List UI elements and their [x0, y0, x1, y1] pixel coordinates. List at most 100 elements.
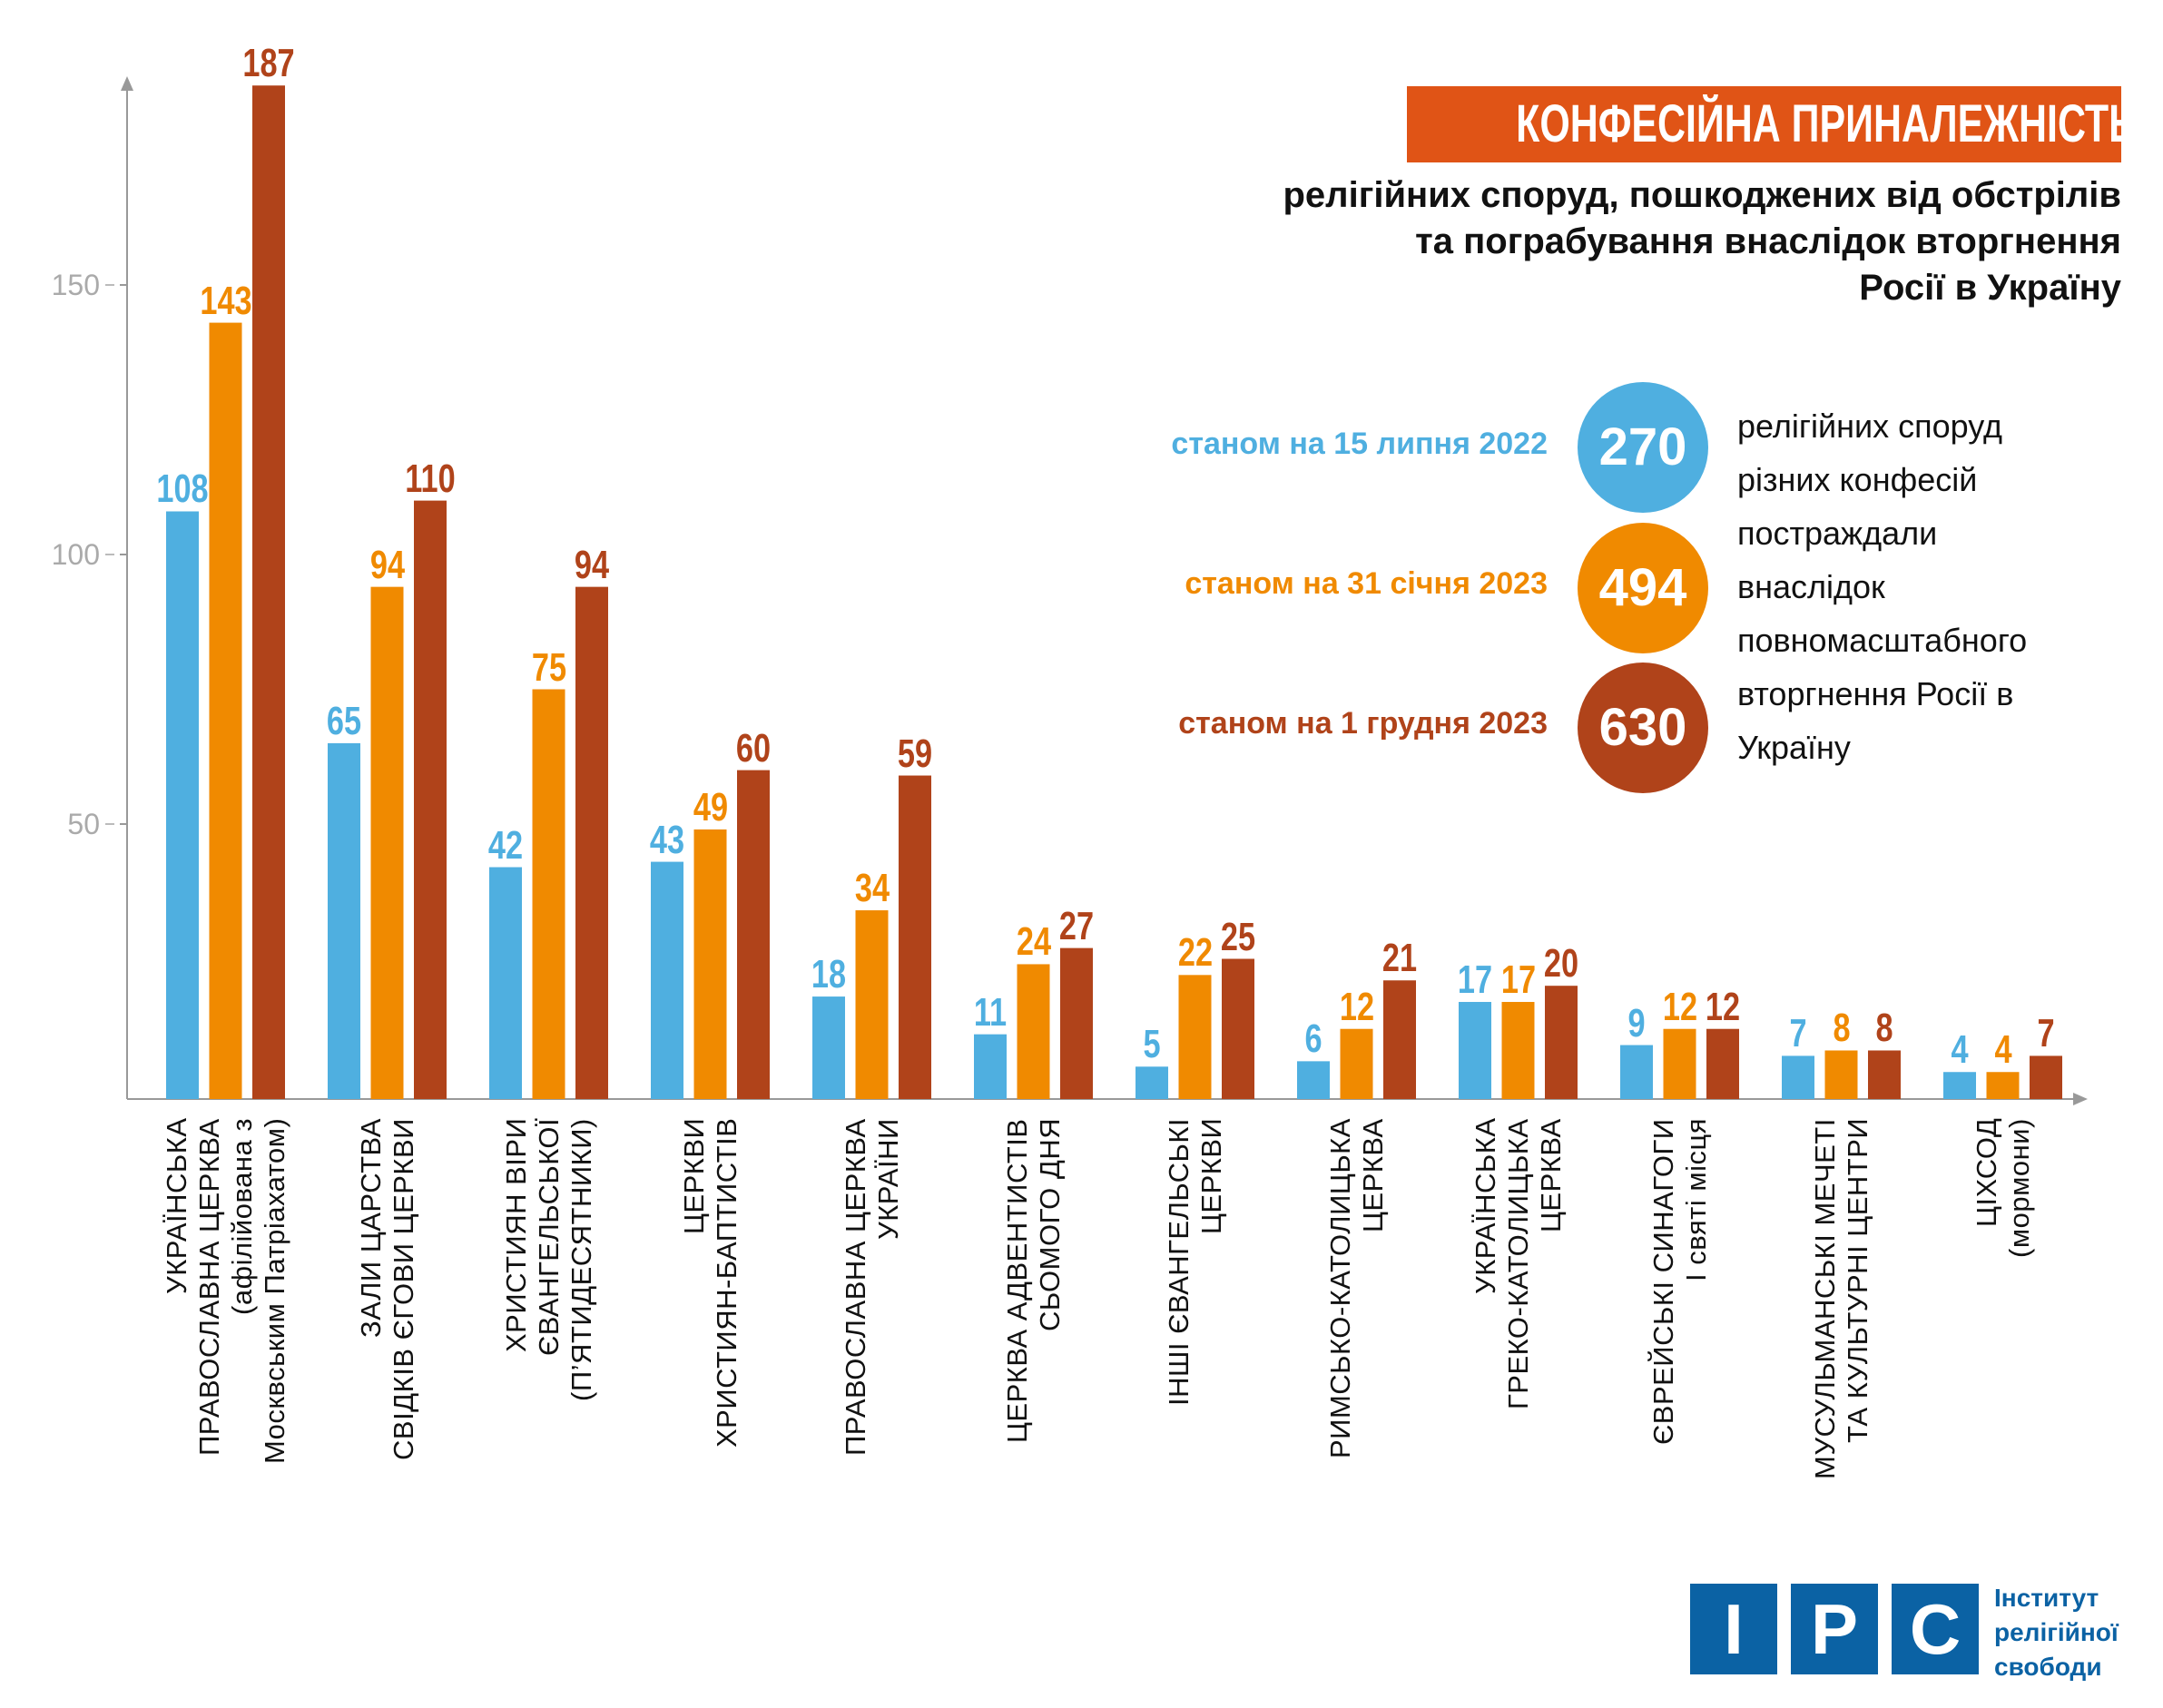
bar — [855, 910, 889, 1099]
category-label-text: МУСУЛЬМАНСЬКІ МЕЧЕТІ ТА КУЛЬТУРНІ ЦЕНТРИ — [1808, 1118, 1873, 1479]
bar — [209, 322, 242, 1100]
bar-value-label: 11 — [973, 989, 1008, 1035]
category-label: УКРАЇНСЬКА ГРЕКО-КАТОЛИЦЬКА ЦЕРКВА — [1441, 1118, 1596, 1590]
bar-value-label: 4 — [1951, 1027, 1969, 1073]
y-tick-label: 50 — [67, 808, 100, 840]
y-tick-label: 100 — [52, 538, 100, 571]
bar — [489, 867, 522, 1099]
legend-date-2022-07: станом на 15 липня 2022 — [1171, 427, 1548, 461]
bar — [1136, 1066, 1168, 1099]
bar — [1868, 1050, 1901, 1099]
bar — [1706, 1028, 1739, 1099]
bar-value-label: 75 — [531, 644, 566, 690]
bar — [370, 586, 404, 1099]
bar-value-label: 17 — [1500, 957, 1536, 1003]
bar-value-label: 21 — [1381, 936, 1418, 981]
bar — [1620, 1045, 1653, 1099]
logo-text: Інститут релігійної свободи — [1994, 1584, 2119, 1681]
category-label: РИМСЬКО-КАТОЛИЦЬКА ЦЕРКВА — [1280, 1118, 1434, 1590]
bar — [812, 996, 845, 1099]
category-label-text: ЦЕРКВА АДВЕНТИСТІВ СЬОМОГО ДНЯ — [1000, 1118, 1066, 1443]
category-label: ЦІХСОД (мормони) — [1926, 1118, 2080, 1590]
total-circle-630: 630 — [1578, 663, 1708, 793]
category-label-text: ЦЕРКВИ ХРИСТИЯН-БАПТИСТІВ — [677, 1118, 742, 1448]
bar-value-label: 12 — [1662, 984, 1697, 1029]
bar-value-label: 108 — [156, 466, 209, 512]
bar-value-label: 65 — [326, 698, 362, 743]
logo-letter-i: І — [1690, 1584, 1777, 1674]
category-label-text: ЗАЛИ ЦАРСТВА СВІДКІВ ЄГОВИ ЦЕРКВИ — [354, 1118, 419, 1460]
bar — [1501, 1002, 1535, 1099]
totals-description: релігійних споруд різних конфесій постра… — [1737, 407, 2028, 766]
bar-value-label: 12 — [1339, 984, 1374, 1029]
bar — [1545, 986, 1578, 1099]
chart-title-text: КОНФЕСІЙНА ПРИНАЛЕЖНІСТЬ — [1516, 94, 2137, 153]
category-label: ЄВРЕЙСЬКІ СИНАГОГИ І святі місця — [1603, 1118, 1757, 1590]
category-label: ХРИСТИЯН ВІРИ ЄВАНГЕЛЬСЬКОЇ (П’ЯТИДЕСЯТН… — [472, 1118, 626, 1590]
bar-value-label: 4 — [1993, 1027, 2012, 1073]
legend-date-2023-01: станом на 31 січня 2023 — [1185, 566, 1548, 601]
bar-value-label: 42 — [487, 822, 524, 868]
bar-value-label: 24 — [1016, 919, 1051, 965]
bar — [651, 861, 683, 1099]
y-axis-arrow — [121, 76, 133, 91]
category-label: ЦЕРКВИ ХРИСТИЯН-БАПТИСТІВ — [634, 1118, 788, 1590]
bar-value-label: 9 — [1627, 1000, 1646, 1045]
bar — [1340, 1028, 1373, 1099]
bar-value-label: 49 — [693, 784, 728, 829]
bar-value-label: 20 — [1543, 941, 1579, 987]
chart-subtitle: релігійних споруд, пошкоджених від обстр… — [1283, 175, 2121, 308]
bar — [1383, 980, 1416, 1099]
bar-value-label: 43 — [649, 817, 685, 862]
bar-value-label: 27 — [1058, 903, 1095, 948]
category-label-text: УКРАЇНСЬКА ГРЕКО-КАТОЛИЦЬКА ЦЕРКВА — [1469, 1118, 1567, 1409]
bar-value-label: 8 — [1875, 1006, 1893, 1051]
logo-letter-r: Р — [1791, 1584, 1878, 1674]
category-label-text: ХРИСТИЯН ВІРИ ЄВАНГЕЛЬСЬКОЇ (П’ЯТИДЕСЯТН… — [499, 1118, 597, 1401]
bar — [737, 770, 770, 1099]
category-label-text: РИМСЬКО-КАТОЛИЦЬКА ЦЕРКВА — [1323, 1118, 1389, 1458]
bar — [1663, 1028, 1696, 1099]
bar — [1459, 1002, 1491, 1099]
category-label-text: ЄВРЕЙСЬКІ СИНАГОГИ І святі місця — [1647, 1118, 1712, 1445]
category-label: МУСУЛЬМАНСЬКІ МЕЧЕТІ ТА КУЛЬТУРНІ ЦЕНТРИ — [1765, 1118, 1919, 1590]
bar-value-label: 110 — [405, 456, 456, 501]
bar-value-label: 143 — [199, 278, 252, 323]
bar — [693, 829, 727, 1099]
bar-value-label: 7 — [1789, 1011, 1807, 1056]
bar — [1222, 958, 1254, 1099]
category-label-text: ІНШІ ЄВАНГЕЛЬСЬКІ ЦЕРКВИ — [1162, 1118, 1227, 1407]
y-tick-label: 150 — [52, 269, 100, 301]
bar — [1824, 1050, 1858, 1099]
bar — [1943, 1072, 1976, 1099]
bar-value-label: 8 — [1832, 1006, 1851, 1051]
bar — [899, 775, 931, 1099]
bar-value-label: 17 — [1457, 957, 1493, 1003]
bar — [1297, 1061, 1330, 1099]
bar-value-label: 5 — [1143, 1022, 1161, 1067]
bar — [974, 1034, 1007, 1099]
category-label: ЦЕРКВА АДВЕНТИСТІВ СЬОМОГО ДНЯ — [957, 1118, 1111, 1590]
x-axis-arrow — [2073, 1093, 2088, 1105]
bar-value-label: 34 — [854, 866, 890, 911]
bar — [1986, 1072, 2020, 1099]
category-label-text: ПРАВОСЛАВНА ЦЕРКВА УКРАЇНИ — [839, 1118, 904, 1456]
bar — [2030, 1055, 2062, 1099]
bar-value-label: 60 — [735, 725, 772, 771]
total-circle-270: 270 — [1578, 382, 1708, 513]
logo-letter-s: С — [1892, 1584, 1979, 1674]
bar-value-label: 59 — [897, 731, 933, 776]
bar — [252, 85, 285, 1100]
bar-value-label: 187 — [242, 41, 295, 86]
category-label: ІНШІ ЄВАНГЕЛЬСЬКІ ЦЕРКВИ — [1118, 1118, 1273, 1590]
bar-value-label: 12 — [1705, 984, 1741, 1029]
bar — [1060, 947, 1093, 1099]
category-label: ПРАВОСЛАВНА ЦЕРКВА УКРАЇНИ — [795, 1118, 949, 1590]
bar — [1017, 964, 1050, 1099]
bar-value-label: 94 — [574, 542, 610, 587]
category-label-text: УКРАЇНСЬКА ПРАВОСЛАВНА ЦЕРКВА (афілійова… — [160, 1118, 290, 1465]
total-circle-494: 494 — [1578, 523, 1708, 653]
bar — [328, 742, 360, 1099]
legend-date-2023-12: станом на 1 грудня 2023 — [1178, 706, 1548, 741]
bar-value-label: 94 — [369, 542, 405, 587]
